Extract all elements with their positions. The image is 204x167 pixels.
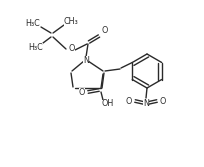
Text: H₃C: H₃C xyxy=(29,42,43,51)
Text: O: O xyxy=(160,97,166,106)
Text: CH₃: CH₃ xyxy=(64,17,78,26)
Text: OH: OH xyxy=(102,100,114,109)
Text: N: N xyxy=(143,99,149,108)
Text: O: O xyxy=(102,26,108,35)
Text: O: O xyxy=(126,97,132,106)
Text: O: O xyxy=(79,88,85,97)
Text: O: O xyxy=(69,43,75,52)
Text: H₃C: H₃C xyxy=(26,19,40,28)
Text: N: N xyxy=(83,55,89,64)
